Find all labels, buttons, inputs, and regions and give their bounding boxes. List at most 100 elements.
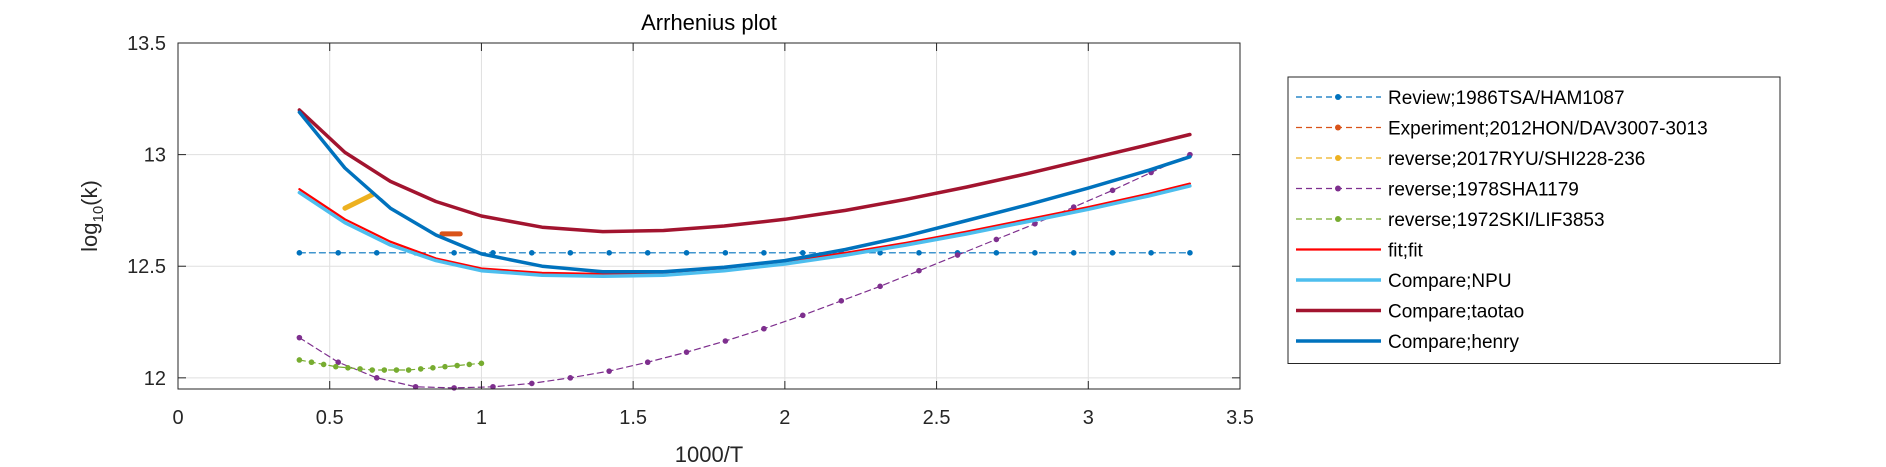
- legend-item: Compare;taotao: [1296, 302, 1524, 323]
- data-point: [357, 366, 363, 372]
- data-point: [606, 250, 612, 256]
- data-point: [644, 250, 651, 256]
- x-tick-label: 1: [476, 407, 487, 429]
- legend-item: Compare;henry: [1296, 332, 1519, 353]
- data-point: [296, 357, 303, 363]
- plot-frame: [177, 42, 1241, 390]
- data-point: [412, 383, 419, 390]
- x-tick-label: 2: [779, 407, 790, 429]
- data-point: [954, 252, 961, 258]
- chart-title: Arrhenius plot: [641, 10, 777, 35]
- legend-box: [1287, 76, 1781, 364]
- data-point: [381, 367, 388, 373]
- data-point: [296, 334, 303, 341]
- legend-marker: [1335, 155, 1341, 161]
- y-tick-label: 12: [144, 368, 166, 390]
- y-axis-title: log10(k): [77, 180, 107, 252]
- legend-item: reverse;1972SKI/LIF3853: [1296, 210, 1605, 231]
- legend-marker: [1335, 94, 1341, 100]
- data-point: [373, 375, 380, 381]
- data-point: [369, 367, 375, 373]
- y-tick-label: 13.5: [127, 33, 166, 55]
- legend-item: Compare;NPU: [1296, 271, 1512, 292]
- data-point: [799, 250, 806, 256]
- data-point: [335, 250, 342, 256]
- series-line: [297, 184, 1192, 279]
- data-point: [916, 267, 922, 274]
- y-tick-label: 12.5: [127, 256, 166, 278]
- data-point: [644, 359, 651, 366]
- legend-marker: [1335, 185, 1341, 192]
- data-point: [683, 250, 690, 256]
- data-point: [373, 250, 380, 256]
- series-2: [342, 192, 375, 211]
- data-point: [393, 367, 400, 373]
- data-point: [567, 250, 574, 256]
- data-point: [308, 359, 315, 366]
- data-point: [1148, 250, 1154, 256]
- legend-label: Experiment;2012HON/DAV3007-3013: [1388, 119, 1708, 140]
- data-point: [799, 312, 806, 319]
- legend-label: reverse;1978SHA1179: [1388, 180, 1579, 201]
- data-point: [430, 364, 436, 371]
- data-point: [454, 362, 460, 369]
- data-point: [1187, 250, 1193, 256]
- data-point: [1032, 221, 1038, 227]
- data-point: [528, 380, 535, 387]
- x-tick-label: 2.5: [923, 407, 951, 429]
- series-8: [297, 110, 1192, 274]
- data-point: [761, 250, 767, 256]
- legend-item: Review;1986TSA/HAM1087: [1296, 88, 1625, 109]
- x-tick-label: 3.5: [1226, 407, 1254, 429]
- y-axis-title-rest: (k): [77, 180, 102, 206]
- data-point: [345, 364, 351, 371]
- series-line: [297, 110, 1192, 274]
- x-tick-label: 0.5: [316, 407, 344, 429]
- data-point: [722, 338, 729, 344]
- axis-ticks: 0 0.5 1 1.5 2 2.5 3 3.5 12 12.5 13 13.5: [127, 33, 1254, 429]
- data-point: [761, 325, 767, 332]
- data-point: [916, 250, 922, 256]
- y-axis-title-subscript: 10: [90, 206, 107, 223]
- series-6: [297, 184, 1192, 279]
- data-point: [1109, 250, 1116, 256]
- data-point: [335, 359, 342, 366]
- data-point: [528, 250, 535, 256]
- legend-marker: [1335, 216, 1341, 222]
- x-tick-label: 3: [1083, 407, 1094, 429]
- legend-label: reverse;2017RYU/SHI228-236: [1388, 149, 1645, 170]
- series-7: [297, 108, 1192, 234]
- legend-item: fit;fit: [1296, 241, 1424, 262]
- legend-label: Compare;NPU: [1388, 271, 1512, 292]
- x-tick-label: 0: [172, 407, 183, 429]
- x-tick-label: 1.5: [619, 407, 647, 429]
- legend-label: fit;fit: [1388, 241, 1424, 262]
- y-tick-label: 13: [144, 145, 166, 167]
- data-point: [1070, 250, 1077, 256]
- series-line: [297, 108, 1192, 234]
- data-point: [606, 368, 612, 374]
- legend-item: reverse;2017RYU/SHI228-236: [1296, 149, 1645, 170]
- data-point: [1070, 204, 1077, 210]
- data-point: [296, 250, 303, 256]
- series-line: [298, 359, 482, 371]
- data-point: [722, 250, 729, 256]
- data-point: [320, 361, 327, 368]
- data-point: [993, 236, 1000, 243]
- y-axis-title-base: log: [77, 222, 102, 251]
- legend-label: Compare;taotao: [1388, 302, 1524, 323]
- data-point: [838, 298, 845, 304]
- series-3: [296, 151, 1193, 391]
- series-line: [342, 192, 375, 211]
- legend-label: reverse;1972SKI/LIF3853: [1388, 210, 1605, 231]
- data-point: [877, 250, 883, 256]
- data-point: [490, 383, 496, 390]
- data-point: [405, 367, 412, 373]
- legend-label: Compare;henry: [1388, 332, 1519, 353]
- data-point: [993, 250, 1000, 256]
- legend: Review;1986TSA/HAM1087 Experiment;2012HON…: [1287, 76, 1781, 364]
- x-axis-title: 1000/T: [675, 442, 744, 467]
- legend-label: Review;1986TSA/HAM1087: [1388, 88, 1625, 109]
- data-point: [1032, 250, 1038, 256]
